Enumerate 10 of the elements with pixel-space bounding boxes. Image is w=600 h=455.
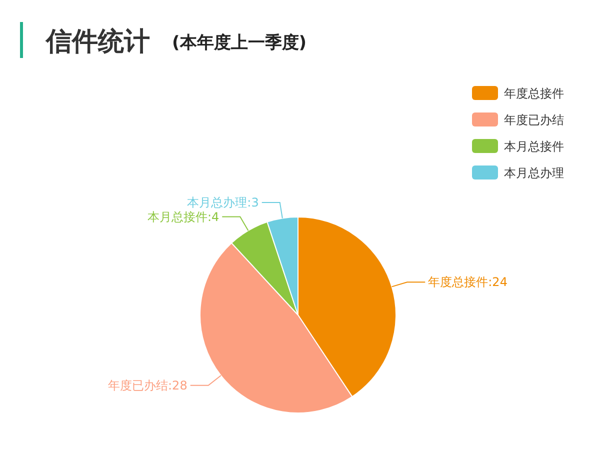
legend-label: 年度总接件 xyxy=(504,86,564,100)
data-label: 年度已办结:28 xyxy=(108,378,188,392)
data-label: 本月总办理:3 xyxy=(187,195,259,210)
data-label: 年度总接件:24 xyxy=(428,275,508,290)
legend-label: 本月总办理 xyxy=(504,166,564,180)
data-label: 本月总接件:4 xyxy=(147,210,220,224)
chart-title: 信件统计 xyxy=(45,27,150,57)
chart-subtitle: (本年度上一季度) xyxy=(172,33,307,53)
legend-label: 年度已办结 xyxy=(504,113,564,127)
legend-label: 本月总接件 xyxy=(504,140,564,154)
